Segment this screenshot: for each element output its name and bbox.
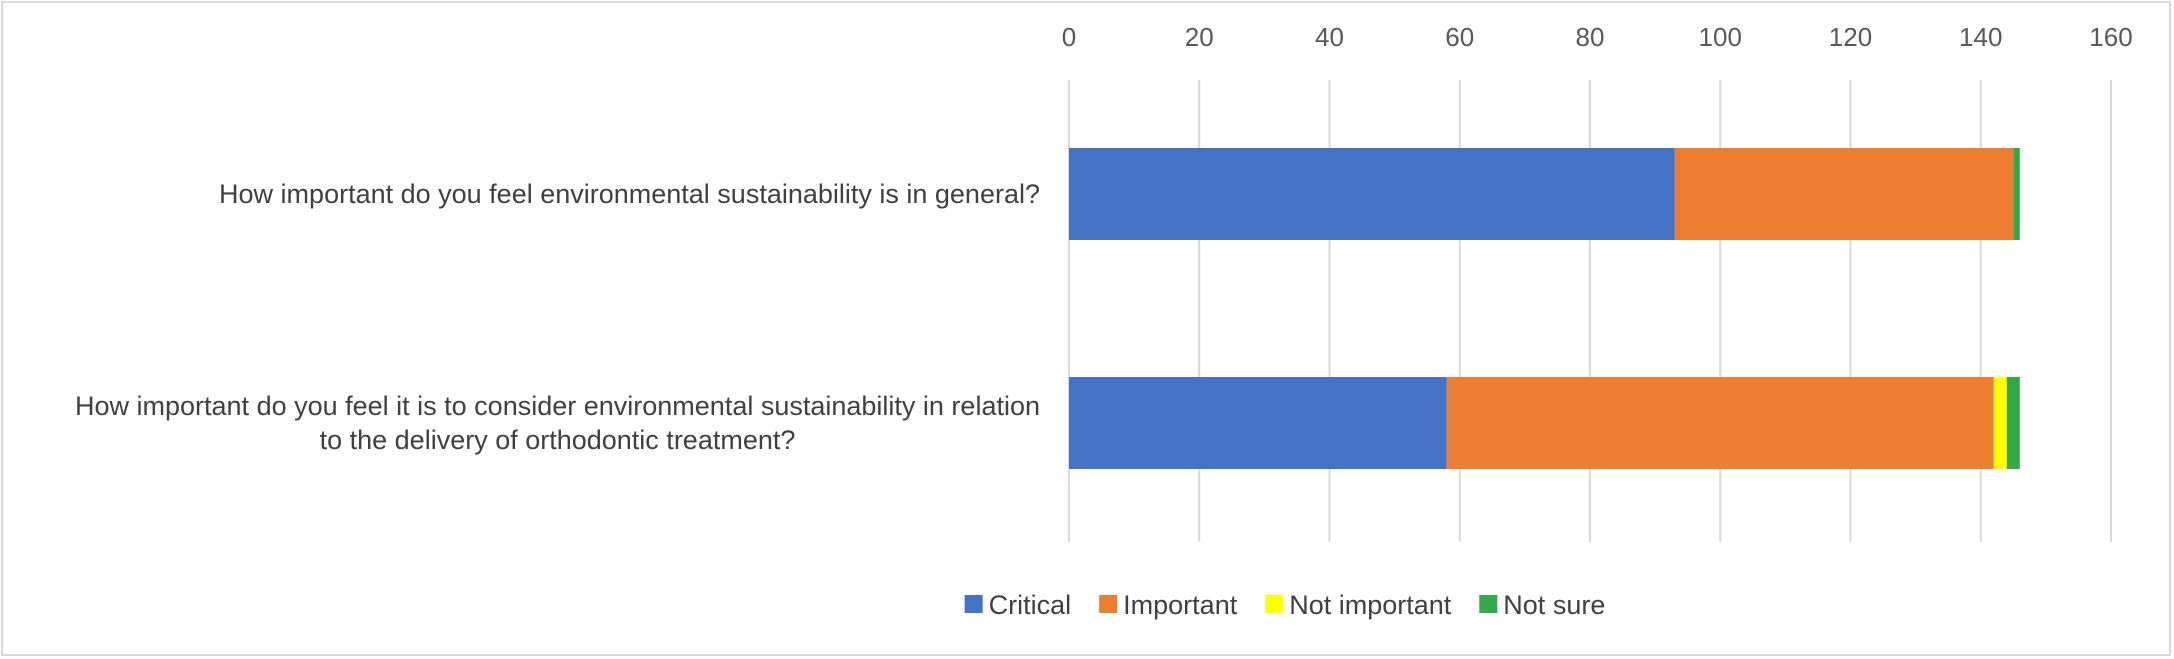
x-tick-label: 60	[1445, 22, 1474, 52]
category-label: How important do you feel it is to consi…	[75, 391, 1040, 421]
category-label: How important do you feel environmental …	[219, 179, 1040, 209]
x-tick-label: 0	[1062, 22, 1076, 52]
legend-swatch	[1265, 595, 1284, 613]
bar-segment-not-sure	[2013, 148, 2020, 240]
x-tick-label: 100	[1699, 22, 1742, 52]
legend-swatch	[964, 595, 983, 613]
bar-segment-important	[1446, 377, 1994, 469]
bars	[1069, 148, 2020, 469]
category-label: to the delivery of orthodontic treatment…	[320, 425, 796, 455]
bar-segment-not-sure	[2006, 377, 2020, 469]
x-tick-label: 120	[1829, 22, 1872, 52]
category-labels: How important do you feel environmental …	[75, 179, 1040, 455]
x-tick-label: 140	[1959, 22, 2002, 52]
legend-label: Important	[1123, 590, 1238, 620]
legend-label: Not sure	[1503, 590, 1605, 620]
x-tick-label: 80	[1576, 22, 1605, 52]
bar-segment-not-important	[1993, 377, 2007, 469]
x-tick-label: 40	[1315, 22, 1344, 52]
legend-label: Critical	[989, 590, 1072, 620]
legend: Critical Important Not important Not sure	[964, 590, 1605, 620]
bar-segment-critical	[1069, 377, 1447, 469]
legend-label: Not important	[1289, 590, 1452, 620]
bar-segment-critical	[1069, 148, 1675, 240]
legend-swatch	[1099, 595, 1118, 613]
x-tick-label: 160	[2089, 22, 2132, 52]
x-tick-label: 20	[1185, 22, 1214, 52]
legend-swatch	[1479, 595, 1498, 613]
x-axis-ticks: 0 20 40 60 80 100 120 140 160	[1062, 22, 2133, 52]
bar-segment-important	[1674, 148, 2014, 240]
